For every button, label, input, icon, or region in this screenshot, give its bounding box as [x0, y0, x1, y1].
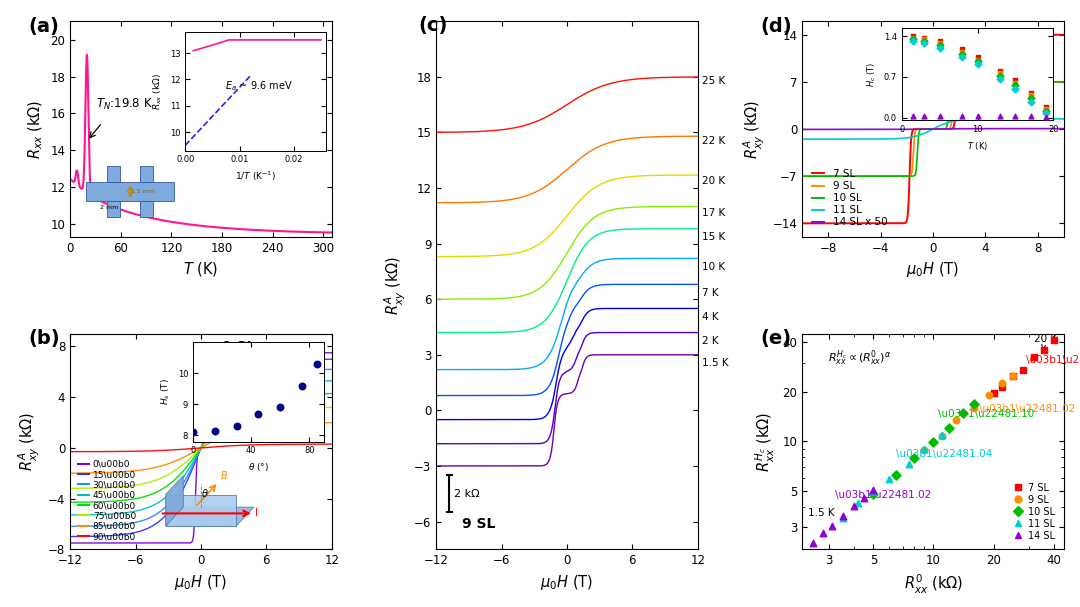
Point: [855, 493, 873, 503]
Point: [850, 498, 867, 508]
Text: (c): (c): [418, 16, 447, 35]
Text: 1.5 K: 1.5 K: [808, 508, 835, 518]
Text: 20 K: 20 K: [1035, 334, 1057, 350]
Text: (a): (a): [28, 17, 59, 36]
Point: [814, 528, 832, 538]
Text: $T_N$:19.8 K: $T_N$:19.8 K: [96, 97, 153, 112]
Point: [905, 453, 922, 463]
Point: [924, 437, 942, 447]
Text: 10 K: 10 K: [702, 262, 725, 272]
Text: 22 K: 22 K: [702, 136, 726, 146]
X-axis label: $R_{xx}^0$ (k$\Omega$): $R_{xx}^0$ (k$\Omega$): [904, 573, 962, 596]
Text: 17 K: 17 K: [702, 208, 726, 219]
X-axis label: $T$ (K): $T$ (K): [184, 260, 218, 278]
Point: [1045, 335, 1063, 345]
Point: [916, 445, 933, 455]
Point: [966, 404, 983, 413]
Text: 2 kΩ: 2 kΩ: [454, 489, 480, 499]
Text: (d): (d): [760, 17, 792, 36]
Text: \u03b1\u22481.02: \u03b1\u22481.02: [835, 490, 931, 500]
Text: $R_{xx}^{H_c} \propto (R_{xx}^0)^\alpha$: $R_{xx}^{H_c} \propto (R_{xx}^0)^\alpha$: [828, 348, 892, 368]
Point: [966, 399, 983, 409]
Point: [865, 486, 882, 495]
Point: [865, 486, 882, 495]
Text: 25 K: 25 K: [702, 76, 726, 86]
Text: \u03b1\u22481.10: \u03b1\u22481.10: [937, 409, 1034, 419]
Text: 20 K: 20 K: [702, 176, 725, 186]
Point: [1014, 365, 1031, 375]
Text: 9 SL: 9 SL: [221, 340, 255, 354]
Point: [1026, 351, 1043, 361]
Text: \u03b1\u22481.02: \u03b1\u22481.02: [980, 404, 1076, 414]
Legend: 0\u00b0, 15\u00b0, 30\u00b0, 45\u00b0, 60\u00b0, 75\u00b0, 85\u00b0, 90\u00b0: 0\u00b0, 15\u00b0, 30\u00b0, 45\u00b0, 6…: [75, 456, 139, 545]
Point: [834, 513, 851, 523]
Point: [981, 390, 998, 399]
Y-axis label: $R_{xy}^A$ (k$\Omega$): $R_{xy}^A$ (k$\Omega$): [742, 100, 767, 158]
Point: [846, 501, 863, 511]
Point: [916, 444, 933, 454]
Point: [994, 378, 1011, 388]
Point: [954, 409, 971, 418]
Point: [888, 470, 905, 480]
Point: [823, 521, 840, 531]
Point: [865, 489, 882, 499]
Point: [805, 538, 822, 548]
Point: [947, 415, 964, 425]
Point: [1004, 371, 1022, 381]
Text: 4 K: 4 K: [702, 312, 718, 322]
Legend: 7 SL, 9 SL, 10 SL, 11 SL, 14 SL: 7 SL, 9 SL, 10 SL, 11 SL, 14 SL: [1012, 479, 1058, 544]
Point: [933, 430, 950, 439]
Text: \u03b1\u22481.08: \u03b1\u22481.08: [1026, 354, 1080, 365]
X-axis label: $\mu_0H$ (T): $\mu_0H$ (T): [174, 573, 228, 592]
Text: 2 K: 2 K: [702, 336, 718, 346]
Text: 7 K: 7 K: [702, 288, 718, 297]
Point: [994, 382, 1011, 392]
X-axis label: $\mu_0H$ (T): $\mu_0H$ (T): [906, 260, 960, 279]
X-axis label: $\mu_0H$ (T): $\mu_0H$ (T): [540, 573, 594, 592]
Text: \u03b1\u22481.04: \u03b1\u22481.04: [896, 449, 993, 459]
Text: (b): (b): [28, 330, 60, 348]
Point: [1004, 371, 1022, 381]
Text: (e): (e): [760, 330, 792, 348]
Point: [985, 388, 1002, 398]
Y-axis label: $R_{xx}^{H_c}$ (k$\Omega$): $R_{xx}^{H_c}$ (k$\Omega$): [754, 412, 777, 472]
Point: [900, 459, 917, 469]
Y-axis label: $R_{xy}^A$ (k$\Omega$): $R_{xy}^A$ (k$\Omega$): [17, 412, 42, 471]
Legend: 7 SL, 9 SL, 10 SL, 11 SL, 14 SL x 50: 7 SL, 9 SL, 10 SL, 11 SL, 14 SL x 50: [808, 165, 891, 232]
Point: [1036, 345, 1053, 355]
Text: 1.5 K: 1.5 K: [702, 358, 729, 368]
Y-axis label: $R_{xx}$ (k$\Omega$): $R_{xx}$ (k$\Omega$): [26, 100, 44, 158]
Text: 15 K: 15 K: [702, 231, 726, 242]
Point: [933, 431, 950, 441]
Point: [834, 511, 851, 521]
Y-axis label: $R_{xy}^A$ (k$\Omega$): $R_{xy}^A$ (k$\Omega$): [383, 256, 408, 315]
Text: 9 SL: 9 SL: [214, 32, 247, 46]
Point: [880, 474, 897, 484]
Text: 9 SL: 9 SL: [462, 517, 496, 531]
Point: [941, 423, 958, 433]
